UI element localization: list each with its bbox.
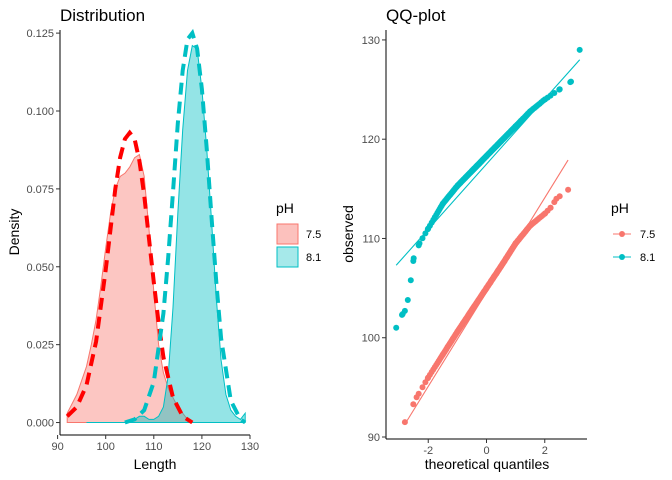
qq-point [415,390,422,397]
qq-fit-lines [395,59,581,425]
qq-legend-point-7-5 [619,231,625,237]
x-tick-label: 120 [193,441,211,453]
qq-legend-label-7-5: 7.5 [640,229,655,241]
qq-x-label: theoretical quantiles [425,456,550,472]
y-tick-label: 120 [362,134,380,146]
density-title: Distribution [60,6,145,25]
qq-point [399,311,406,317]
qq-point [410,258,417,264]
normal-fit-curve [65,129,194,425]
density-panel: Distribution 90 100 110 120 130 0.000 0.025 0.0… [6,6,321,472]
qq-point [419,235,426,242]
x-tick-label: 90 [51,441,63,453]
qq-point [393,324,400,331]
density-legend-key-7-5 [276,223,299,245]
density-y-label: Density [6,209,22,256]
density-legend-key-8-1 [276,246,299,268]
qq-point [404,297,411,303]
y-tick-label: 130 [362,35,380,47]
x-tick-label: 110 [145,441,163,453]
x-tick-label: 0 [483,445,489,457]
density-legend: pH 7.5 8.1 [276,200,321,268]
y-tick-label: 100 [362,333,380,345]
y-tick-label: 0.000 [26,418,54,430]
qq-point [547,204,554,211]
qq-point [401,419,408,426]
y-tick-label: 0.050 [26,262,54,274]
x-tick-label: 130 [241,441,259,453]
qq-point [567,79,574,86]
y-tick-label: 0.125 [26,28,54,40]
qq-point [565,186,572,193]
qq-point [551,199,558,206]
density-areas [66,44,246,423]
qq-legend-point-8-1 [619,254,625,260]
qq-point [576,46,583,53]
qq-points [393,46,583,426]
qq-point [551,90,558,96]
qq-y-label: observed [340,205,356,263]
y-tick-label: 0.075 [26,184,54,196]
qq-point [415,242,422,249]
qq-legend-title: pH [611,200,629,216]
x-tick-label: 2 [542,445,548,457]
density-legend-label-7-5: 7.5 [306,229,321,241]
density-ticks: 90 100 110 120 130 0.000 0.025 0.050 0.075 0.100 0… [26,28,259,453]
y-tick-label: 0.025 [26,340,54,352]
x-tick-label: -2 [423,445,433,457]
qq-panel: QQ-plot -2 0 2 90 100 110 120 130 theoretical q… [340,6,655,472]
qq-legend-label-8-1: 8.1 [640,252,655,264]
qq-point [556,193,563,200]
qq-point [556,86,563,93]
qq-legend: pH 7.5 8.1 [611,200,655,264]
qq-title: QQ-plot [386,6,446,25]
y-tick-label: 110 [362,233,380,245]
density-legend-label-8-1: 8.1 [306,252,321,264]
density-x-label: Length [134,456,177,472]
x-tick-label: 100 [97,441,115,453]
qq-point [407,277,414,284]
y-tick-label: 90 [368,432,380,444]
qq-point [410,401,417,408]
density-legend-title: pH [276,200,294,216]
normal-fit-curve [124,28,247,425]
y-tick-label: 0.100 [26,106,54,118]
normal-fit-curves [65,28,247,425]
qq-point [419,384,426,391]
qq-ticks: -2 0 2 90 100 110 120 130 [362,35,548,457]
